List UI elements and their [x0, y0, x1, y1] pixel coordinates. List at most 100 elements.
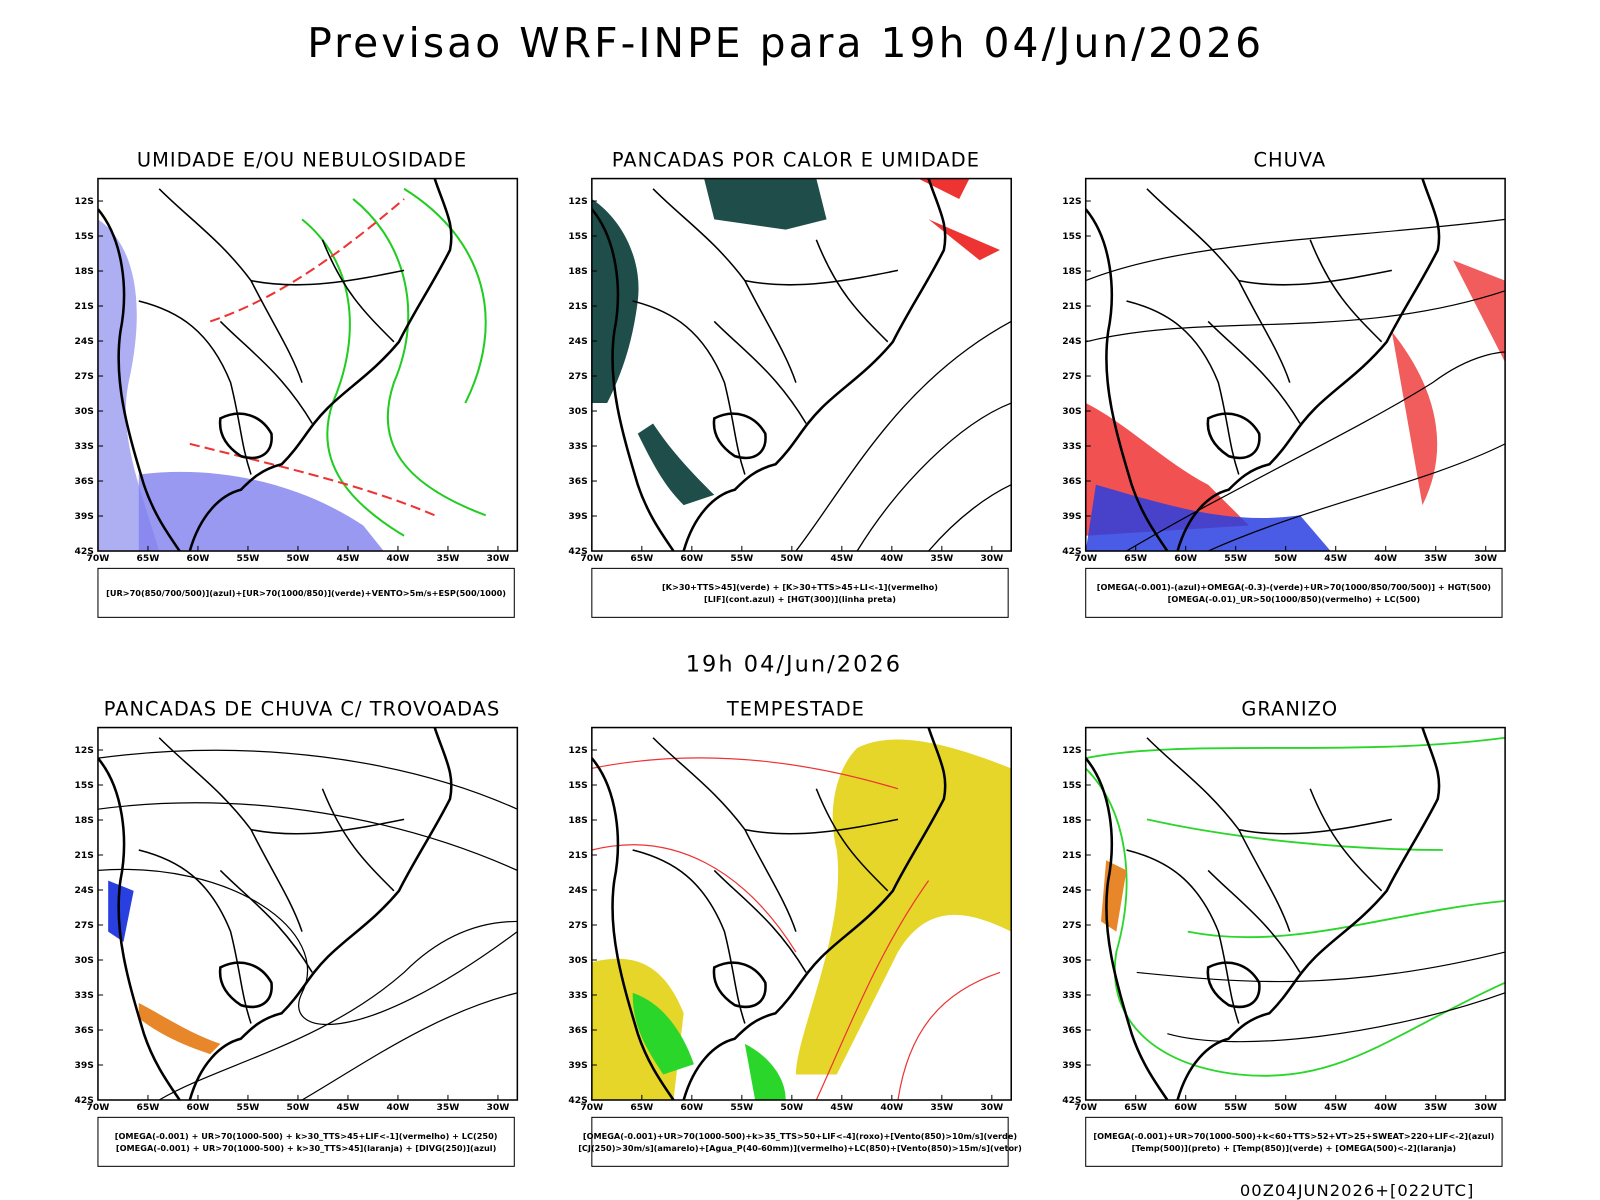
lat-label: 33S: [75, 441, 94, 452]
lat-label: 12S: [568, 745, 587, 756]
lon-label: 70W: [580, 553, 603, 564]
legend-text: [OMEGA(-0.01)_UR>50(1000/850)(vermelho) …: [1168, 594, 1421, 604]
legend-frame: [97, 567, 515, 618]
lat-label: 39S: [1062, 1060, 1081, 1071]
map-frame: [591, 177, 1012, 552]
panel-title: UMIDADE E/OU NEBULOSIDADE: [137, 148, 467, 171]
lat-label: 30S: [75, 406, 94, 417]
lon-label: 30W: [980, 553, 1003, 564]
lat-label: 24S: [75, 336, 94, 347]
legend-text: [OMEGA(-0.001) + UR>70(1000-500) + k>30_…: [115, 1131, 498, 1141]
lon-label: 30W: [487, 553, 510, 564]
lon-label: 40W: [1374, 1102, 1397, 1113]
legend-text: [OMEGA(-0.001)+UR>70(1000-500)+k<60+TTS>…: [1093, 1131, 1494, 1141]
lat-label: 24S: [568, 336, 587, 347]
lat-label: 21S: [568, 850, 587, 861]
lon-label: 40W: [1374, 553, 1397, 564]
map-area: [97, 178, 487, 552]
lat-label: 27S: [75, 371, 94, 382]
legend-text: [K>30+TTS>45](verde) + [K>30+TTS>45+LI<-…: [662, 582, 938, 592]
coastline: [591, 178, 947, 552]
legend-text: [LIF](cont.azul) + [HGT(300)](linha pret…: [704, 594, 896, 604]
lat-label: 18S: [1062, 815, 1081, 826]
lat-label: 18S: [568, 266, 587, 277]
lat-label: 24S: [568, 885, 587, 896]
page-title: Previsao WRF-INPE para 19h 04/Jun/2026: [307, 19, 1264, 67]
lon-label: 35W: [437, 553, 460, 564]
legend-text: [OMEGA(-0.001) + UR>70(1000-500) + k>30_…: [116, 1143, 497, 1153]
map-panel: PANCADAS POR CALOR E UMIDADE 12S 15S 18S 21…: [568, 148, 1012, 618]
lon-label: 60W: [1174, 1102, 1197, 1113]
tempest-overlay: [591, 739, 1012, 1100]
lon-label: 45W: [337, 1102, 360, 1113]
legend-text: [CJ(250)>30m/s](amarelo)+[Agua_P(40-60mm…: [578, 1143, 1022, 1153]
map-area: [591, 727, 1012, 1100]
legend-box: [OMEGA(-0.001)+UR>70(1000-500)+k>35_TTS>…: [578, 1116, 1022, 1167]
lat-label: 12S: [568, 196, 587, 207]
lat-label: 33S: [568, 990, 587, 1001]
lon-label: 35W: [930, 1102, 953, 1113]
storm-overlay: [97, 749, 518, 1100]
lat-label: 12S: [1062, 745, 1081, 756]
lon-label: 50W: [1274, 1102, 1297, 1113]
lon-label: 65W: [1124, 553, 1147, 564]
lat-label: 24S: [1062, 336, 1081, 347]
lat-label: 39S: [568, 1060, 587, 1071]
map-frame: [591, 726, 1012, 1101]
legend-box: [OMEGA(-0.001)-(azul)+OMEGA(-0.3)-(verde…: [1085, 567, 1503, 618]
lon-label: 30W: [980, 1102, 1003, 1113]
lat-label: 15S: [75, 780, 94, 791]
rain-overlay: [1085, 218, 1506, 552]
lon-label: 55W: [1224, 1102, 1247, 1113]
lon-label: 40W: [387, 1102, 410, 1113]
lon-label: 70W: [87, 1102, 110, 1113]
lon-label: 35W: [930, 553, 953, 564]
lat-label: 39S: [75, 511, 94, 522]
lat-label: 21S: [1062, 850, 1081, 861]
lat-label: 24S: [75, 885, 94, 896]
lat-label: 42S: [75, 1095, 94, 1106]
legend-text: [Temp(500)](preto) + [Temp(850)](verde) …: [1132, 1143, 1457, 1153]
legend-text: [OMEGA(-0.001)+UR>70(1000-500)+k>35_TTS>…: [583, 1131, 1018, 1141]
lon-label: 65W: [1124, 1102, 1147, 1113]
lat-label: 21S: [75, 850, 94, 861]
lat-label: 18S: [568, 815, 587, 826]
lat-label: 36S: [75, 1025, 94, 1036]
lon-label: 60W: [680, 1102, 703, 1113]
map-area: [1085, 727, 1506, 1100]
lon-label: 35W: [437, 1102, 460, 1113]
lon-label: 60W: [1174, 553, 1197, 564]
map-frame: [97, 177, 519, 552]
lat-label: 33S: [75, 990, 94, 1001]
lon-label: 30W: [487, 1102, 510, 1113]
lon-label: 50W: [287, 553, 310, 564]
lat-label: 21S: [1062, 301, 1081, 312]
lon-label: 60W: [680, 553, 703, 564]
panel-title: TEMPESTADE: [726, 697, 865, 720]
lon-label: 55W: [237, 1102, 260, 1113]
panel-title: CHUVA: [1253, 148, 1326, 171]
lat-label: 24S: [1062, 885, 1081, 896]
hail-overlay: [1085, 736, 1506, 1077]
lon-label: 45W: [830, 1102, 853, 1113]
lon-label: 55W: [1224, 553, 1247, 564]
lon-label: 35W: [1424, 1102, 1447, 1113]
lat-label: 36S: [568, 476, 587, 487]
lat-label: 39S: [568, 511, 587, 522]
legend-frame: [1085, 567, 1503, 618]
map-panel: CHUVA 12S 15S 18S 21S 24S 27S 30S 33S 36S 39S 42S7…: [1062, 148, 1506, 618]
lon-label: 70W: [1074, 1102, 1097, 1113]
lat-label: 42S: [1062, 1095, 1081, 1106]
panel-title: GRANIZO: [1241, 697, 1338, 720]
lat-label: 39S: [75, 1060, 94, 1071]
map-area: [591, 178, 1012, 552]
legend-frame: [591, 1116, 1009, 1167]
lat-label: 21S: [568, 301, 587, 312]
moisture-overlay: [97, 187, 487, 552]
lat-label: 15S: [1062, 231, 1081, 242]
legend-text: [OMEGA(-0.001)-(azul)+OMEGA(-0.3)-(verde…: [1097, 582, 1492, 592]
lat-label: 33S: [1062, 990, 1081, 1001]
lon-label: 35W: [1424, 553, 1447, 564]
legend-box: [OMEGA(-0.001)+UR>70(1000-500)+k<60+TTS>…: [1085, 1116, 1503, 1167]
